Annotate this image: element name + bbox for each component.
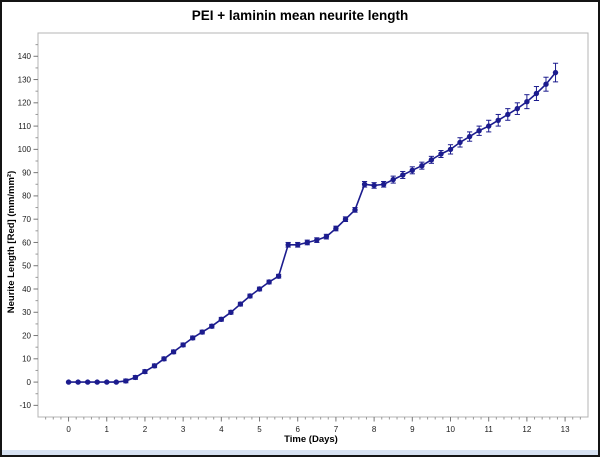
y-tick-label: 80 bbox=[22, 192, 31, 201]
data-point bbox=[256, 286, 263, 292]
data-point bbox=[275, 273, 282, 279]
x-tick-label: 13 bbox=[561, 425, 570, 434]
y-tick-label: 10 bbox=[22, 355, 31, 364]
data-series bbox=[65, 62, 559, 385]
x-tick-label: 3 bbox=[181, 425, 186, 434]
y-tick-label: 70 bbox=[22, 215, 31, 224]
data-point bbox=[123, 378, 129, 384]
data-point bbox=[333, 225, 339, 232]
data-point bbox=[466, 133, 473, 140]
data-point bbox=[352, 207, 358, 213]
data-point bbox=[295, 242, 301, 248]
data-point bbox=[524, 99, 530, 105]
data-point bbox=[266, 279, 272, 285]
window-bottom-edge bbox=[2, 450, 598, 455]
data-point bbox=[543, 81, 549, 87]
data-point bbox=[304, 239, 310, 246]
data-point bbox=[381, 181, 387, 187]
data-point bbox=[342, 216, 349, 222]
data-point bbox=[85, 379, 91, 385]
data-point bbox=[552, 69, 559, 76]
data-point bbox=[65, 379, 72, 385]
data-point bbox=[323, 233, 330, 240]
x-tick-label: 0 bbox=[66, 425, 71, 434]
x-tick-label: 8 bbox=[372, 425, 377, 434]
y-tick-label: 120 bbox=[18, 99, 32, 108]
x-axis-ticks bbox=[68, 417, 566, 422]
data-point bbox=[371, 182, 377, 189]
data-point bbox=[170, 349, 177, 355]
y-tick-label: 50 bbox=[22, 262, 31, 271]
data-point bbox=[428, 157, 435, 163]
data-point bbox=[190, 335, 196, 341]
data-point bbox=[132, 374, 139, 381]
data-point bbox=[237, 301, 244, 307]
data-point bbox=[438, 151, 444, 157]
plot-area bbox=[37, 32, 589, 418]
data-point bbox=[486, 123, 492, 129]
data-point bbox=[361, 181, 368, 187]
data-point bbox=[514, 105, 520, 112]
x-tick-label: 11 bbox=[485, 425, 494, 434]
data-point bbox=[390, 176, 396, 183]
data-point bbox=[476, 128, 482, 134]
data-point bbox=[533, 90, 540, 97]
data-line bbox=[68, 72, 557, 383]
y-axis-title: Neurite Length [Red] (mm/mm²) bbox=[6, 171, 17, 314]
data-point bbox=[142, 368, 148, 375]
x-tick-label: 1 bbox=[105, 425, 110, 434]
x-axis-title: Time (Days) bbox=[284, 434, 338, 445]
y-tick-label: 0 bbox=[27, 378, 32, 387]
y-axis-minor-ticks bbox=[35, 44, 38, 395]
y-tick-label: 60 bbox=[22, 238, 31, 247]
data-point bbox=[151, 363, 158, 369]
x-axis-minor-ticks bbox=[45, 417, 581, 420]
x-tick-label: 6 bbox=[295, 425, 300, 434]
x-tick-label: 9 bbox=[410, 425, 415, 434]
y-tick-label: -10 bbox=[19, 401, 31, 410]
y-tick-label: 40 bbox=[22, 285, 31, 294]
data-point bbox=[495, 117, 501, 124]
data-point bbox=[180, 342, 186, 348]
x-tick-label: 10 bbox=[446, 425, 455, 434]
y-tick-label: 100 bbox=[18, 145, 32, 154]
x-tick-label: 4 bbox=[219, 425, 224, 434]
data-point bbox=[314, 237, 320, 243]
x-tick-label: 2 bbox=[143, 425, 148, 434]
data-point bbox=[75, 379, 81, 385]
x-tick-label: 5 bbox=[257, 425, 262, 434]
data-point bbox=[247, 293, 253, 299]
data-point bbox=[218, 316, 224, 322]
data-point bbox=[457, 139, 463, 146]
y-tick-label: 30 bbox=[22, 308, 31, 317]
data-point bbox=[209, 323, 215, 329]
x-tick-label: 12 bbox=[522, 425, 531, 434]
data-point bbox=[505, 111, 511, 118]
data-point bbox=[400, 172, 406, 178]
y-tick-label: 130 bbox=[18, 75, 32, 84]
data-point bbox=[409, 167, 415, 173]
y-tick-label: 140 bbox=[18, 52, 32, 61]
y-tick-label: 90 bbox=[22, 168, 31, 177]
y-axis-tick-labels: -10 0 10 20 30 40 50 60 70 80 90 100 110 120 130 140 bbox=[18, 52, 32, 410]
data-point bbox=[419, 163, 425, 169]
y-tick-label: 20 bbox=[22, 331, 31, 340]
x-axis-tick-labels: 0 1 2 3 4 5 6 7 8 9 10 11 12 13 bbox=[66, 425, 570, 434]
data-point bbox=[199, 329, 205, 335]
y-axis-ticks bbox=[33, 55, 38, 406]
data-point bbox=[285, 242, 291, 248]
data-point bbox=[94, 379, 100, 385]
data-point bbox=[161, 356, 167, 362]
data-point bbox=[228, 309, 234, 315]
data-point bbox=[104, 379, 110, 385]
y-tick-label: 110 bbox=[18, 122, 31, 131]
data-point bbox=[447, 146, 454, 153]
chart-title: PEI + laminin mean neurite length bbox=[191, 8, 409, 23]
data-point bbox=[113, 379, 120, 385]
x-tick-label: 7 bbox=[334, 425, 339, 434]
